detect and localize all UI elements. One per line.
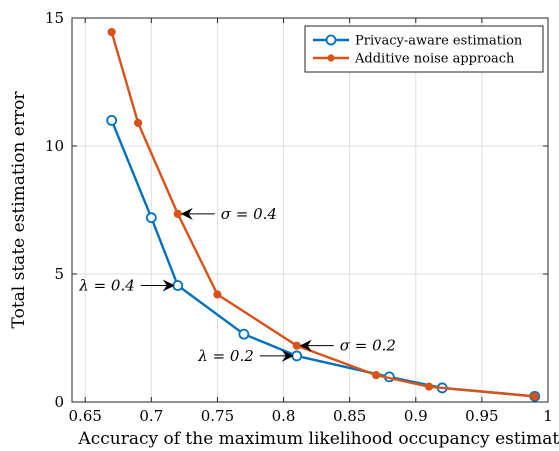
annotation-arrow-head [281,349,294,362]
legend-label: Privacy-aware estimation [355,34,523,49]
x-tick-label: 0.95 [465,407,498,425]
annotation-label: λ = 0.4 [78,277,134,295]
data-point [213,290,222,299]
plot-area-frame [71,17,549,403]
x-axis-label: Accuracy of the maximum likelihood occup… [77,429,559,449]
data-point [530,392,539,401]
annotation: σ = 0.4 [180,205,277,223]
data-point [107,27,116,37]
legend-box [304,25,544,73]
x-tick-label: 0.8 [272,407,296,425]
data-point [424,382,434,391]
y-axis-label: Total state estimation error [9,91,29,329]
data-point [372,371,381,380]
annotation-label: λ = 0.2 [197,347,253,365]
annotation: σ = 0.2 [299,337,396,355]
series-1 [106,115,541,402]
data-point [106,115,118,126]
y-tick-label: 0 [54,393,64,411]
data-point [145,212,157,224]
legend-entry: Additive noise approach [313,52,515,67]
annotation-label: σ = 0.2 [340,337,396,355]
annotation-arrow-head [180,207,193,220]
y-tick-label: 10 [45,137,64,155]
annotation-arrow-head [299,339,312,352]
series-line [110,31,535,398]
series-2 [107,27,539,401]
x-tick-label: 1 [543,407,553,425]
series-layer [106,27,541,402]
annotation-arrow-head [162,279,175,292]
x-tick-label: 0.7 [139,407,163,425]
legend: Privacy-aware estimation Additive noise a… [304,25,544,73]
x-tick-label: 0.85 [333,407,366,425]
x-tick-label: 0.9 [404,407,428,425]
legend-entry: Privacy-aware estimation [313,34,523,49]
annotations: σ = 0.4 λ = 0.4 σ = 0.2 λ = 0.2 [78,205,396,365]
x-tick-label: 0.75 [201,407,234,425]
y-tick-label: 5 [54,265,64,283]
data-point [238,328,250,340]
grid-lines [72,17,549,403]
legend-marker [327,54,335,62]
data-point [134,118,143,128]
annotation: λ = 0.2 [197,347,294,365]
legend-marker [325,34,337,46]
annotation: λ = 0.4 [78,277,175,295]
annotation-label: σ = 0.4 [221,205,277,223]
data-point [292,341,301,350]
data-point [173,209,182,218]
x-tick-label: 0.65 [69,407,102,425]
legend-label: Additive noise approach [354,52,515,67]
y-tick-label: 15 [45,9,64,27]
